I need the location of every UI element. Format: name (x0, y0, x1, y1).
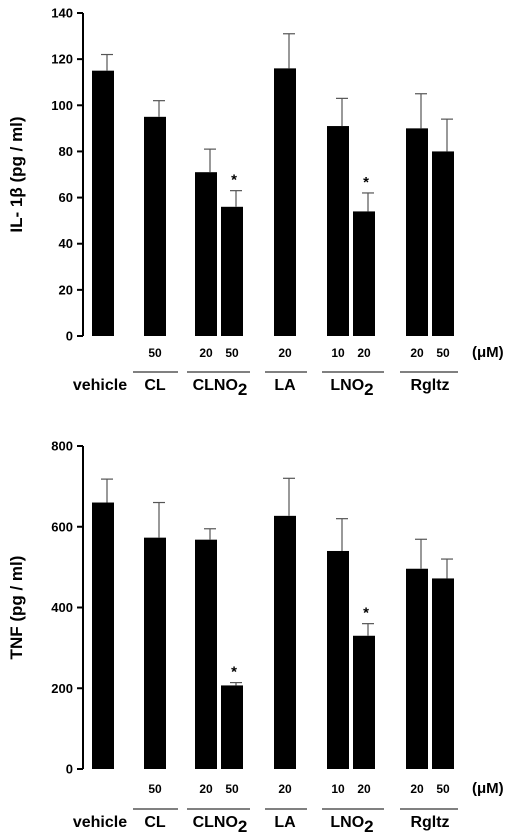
group-label: CLNO2 (193, 377, 248, 399)
bar (327, 126, 349, 336)
group-label: LA (274, 377, 296, 394)
bar (92, 502, 114, 769)
concentration-label: 50 (225, 782, 239, 796)
concentration-label: 20 (199, 346, 213, 360)
bar (92, 70, 114, 336)
group-label: LA (274, 814, 296, 831)
group-label: vehicle (73, 814, 127, 831)
concentration-label: 20 (410, 346, 424, 360)
group-label: CLNO2 (193, 814, 248, 836)
bar (406, 128, 428, 336)
group-label: LNO2 (330, 814, 373, 836)
bar (195, 539, 217, 769)
y-tick-label: 400 (51, 600, 73, 615)
concentration-label: 10 (331, 346, 345, 360)
group-label: vehicle (73, 377, 127, 394)
y-tick-label: 60 (59, 190, 73, 205)
bar (221, 685, 243, 769)
y-tick-label: 0 (66, 329, 73, 344)
y-tick-label: 40 (59, 236, 73, 251)
y-tick-label: 20 (59, 282, 73, 297)
significance-star: * (363, 605, 369, 622)
bar (406, 568, 428, 769)
unit-label: (μM) (472, 780, 504, 797)
bar (144, 116, 166, 336)
bar (274, 68, 296, 336)
bar (327, 550, 349, 769)
unit-label: (μM) (472, 344, 504, 361)
concentration-label: 10 (331, 782, 345, 796)
y-tick-label: 80 (59, 144, 73, 159)
concentration-label: 50 (148, 346, 162, 360)
y-tick-label: 0 (66, 762, 73, 777)
chart-panel-1: 0 20 40 60 80 100 120 140 IL- 1β (pg / ml) 50 20 * 5… (7, 6, 504, 400)
group-label: CL (144, 814, 166, 831)
concentration-label: 50 (436, 782, 450, 796)
group-label: LNO2 (330, 377, 373, 399)
bar (432, 578, 454, 769)
significance-star: * (231, 664, 237, 681)
y-tick-label: 140 (51, 6, 73, 21)
bar (353, 211, 375, 336)
y-tick-label: 100 (51, 98, 73, 113)
group-label: Rgltz (410, 377, 449, 394)
bar (195, 172, 217, 336)
bar (274, 515, 296, 769)
group-label: CL (144, 377, 166, 394)
bar (353, 635, 375, 769)
concentration-label: 20 (278, 346, 292, 360)
concentration-label: 50 (225, 346, 239, 360)
y-tick-label: 600 (51, 519, 73, 534)
concentration-label: 20 (278, 782, 292, 796)
significance-star: * (231, 172, 237, 189)
y-axis-title: TNF (pg / ml) (7, 556, 26, 660)
concentration-label: 50 (436, 346, 450, 360)
concentration-label: 20 (199, 782, 213, 796)
chart-panel-2: 0 200 400 600 800 TNF (pg / ml) 50 20 * 50 20 10 * 20… (7, 439, 504, 837)
y-axis-title: IL- 1β (pg / ml) (7, 116, 26, 232)
concentration-label: 50 (148, 782, 162, 796)
y-tick-label: 120 (51, 52, 73, 67)
y-tick-label: 200 (51, 681, 73, 696)
concentration-label: 20 (410, 782, 424, 796)
bar (221, 206, 243, 336)
bar (432, 151, 454, 336)
significance-star: * (363, 174, 369, 191)
concentration-label: 20 (357, 346, 371, 360)
concentration-label: 20 (357, 782, 371, 796)
group-label: Rgltz (410, 814, 449, 831)
y-tick-label: 800 (51, 439, 73, 454)
bar (144, 537, 166, 769)
